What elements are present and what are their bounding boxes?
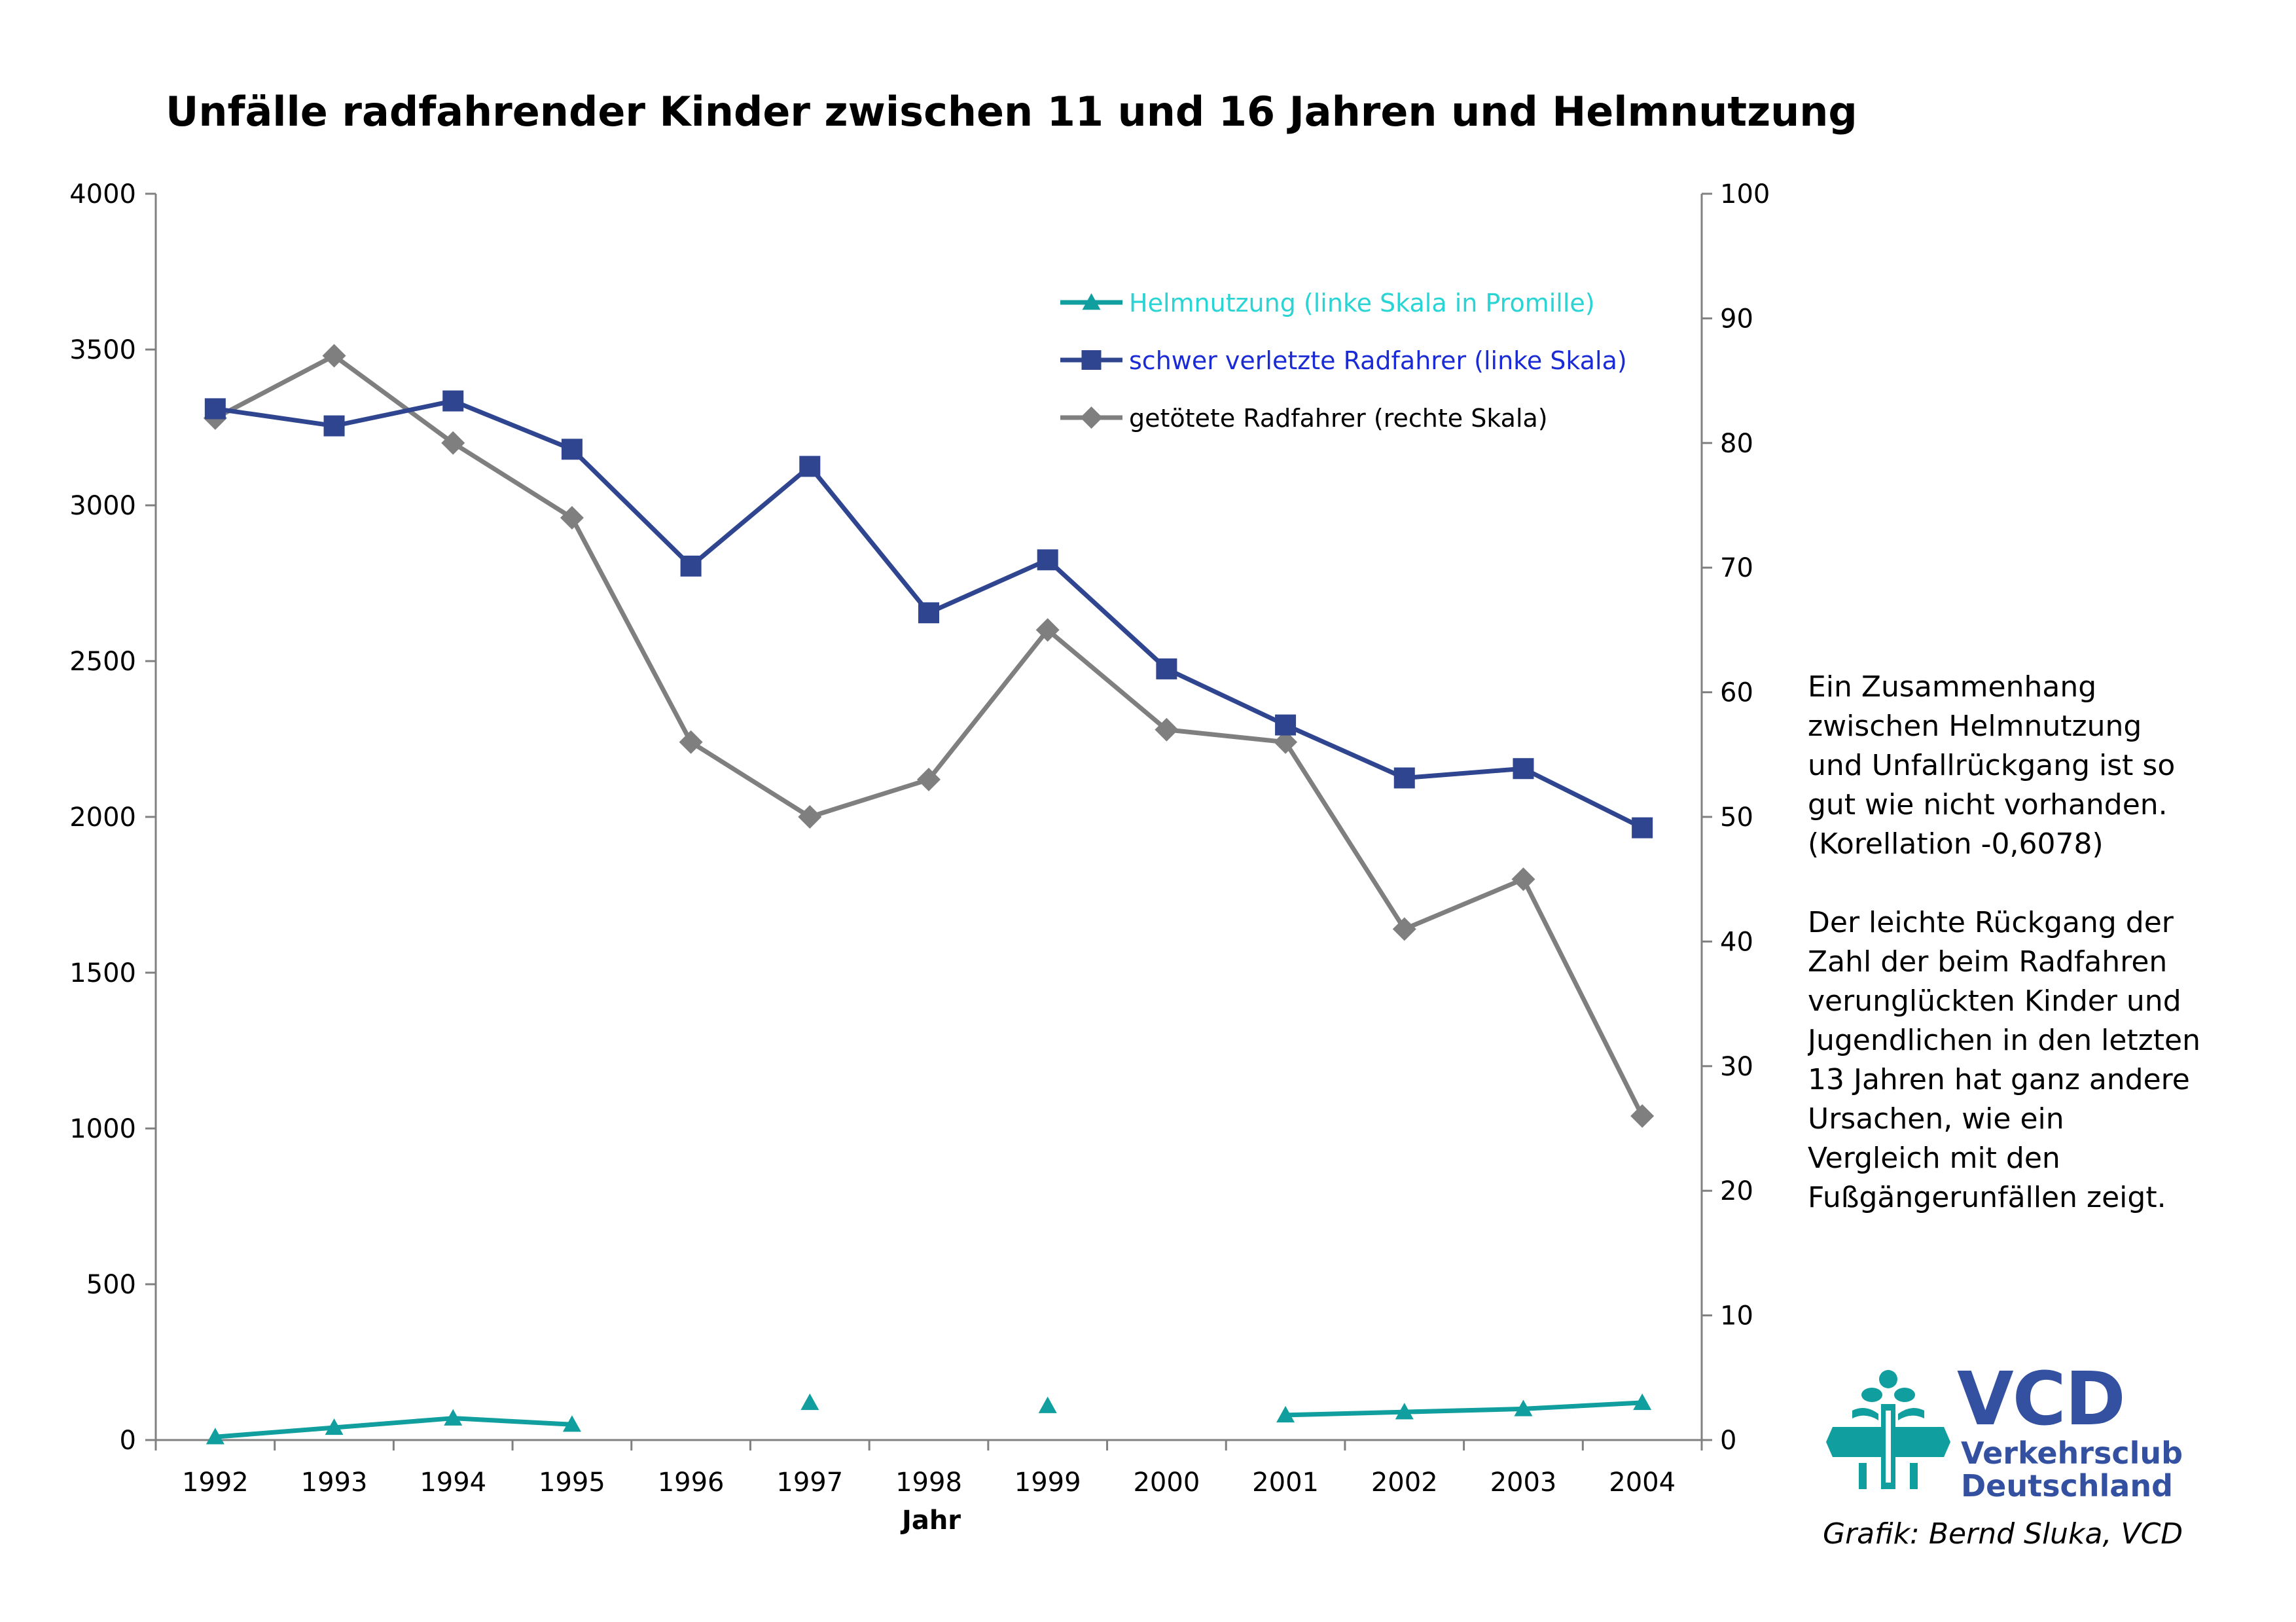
data-point-diamond — [1155, 717, 1179, 742]
x-tick-label: 2002 — [1371, 1468, 1438, 1498]
series-square — [204, 390, 1653, 838]
data-point-diamond — [917, 767, 941, 791]
data-point-square — [323, 415, 345, 437]
data-point-diamond — [1274, 730, 1298, 754]
data-point-square — [918, 602, 939, 624]
vcd-logo-name: VCD — [1957, 1357, 2126, 1442]
x-tick-label: 2000 — [1133, 1468, 1200, 1498]
x-tick-label: 1992 — [182, 1468, 249, 1498]
left-tick-label: 500 — [86, 1270, 136, 1300]
x-tick-label: 1994 — [420, 1468, 486, 1498]
data-point-triangle — [206, 1428, 224, 1445]
data-point-square — [1513, 758, 1534, 780]
legend-label: schwer verletzte Radfahrer (linke Skala) — [1129, 346, 1627, 375]
data-point-triangle — [1633, 1393, 1652, 1411]
annotation-note: Ein Zusammenhang zwischen Helmnutzung un… — [1808, 668, 2200, 1244]
data-point-triangle — [1514, 1399, 1533, 1416]
data-point-triangle — [562, 1415, 581, 1432]
plot-area — [154, 194, 1703, 1441]
x-tick-label: 1998 — [895, 1468, 962, 1498]
x-tick-label: 2004 — [1609, 1468, 1676, 1498]
data-point-square — [1275, 714, 1297, 736]
left-tick-label: 4000 — [69, 179, 136, 209]
data-point-square — [1393, 767, 1415, 789]
legend-label: Helmnutzung (linke Skala in Promille) — [1129, 289, 1595, 317]
left-tick-label: 1000 — [69, 1114, 136, 1144]
right-tick-label: 30 — [1720, 1052, 1753, 1082]
left-tick-label: 3500 — [69, 335, 136, 365]
vcd-logo-line2: Deutschland — [1961, 1468, 2173, 1504]
series-diamond — [203, 344, 1655, 1128]
data-point-triangle — [800, 1393, 819, 1411]
right-axis: 0 10 20 30 40 50 60 70 80 90 100 — [1702, 179, 1770, 1456]
left-axis: 0 500 1000 1500 2000 2500 3000 3500 4000 — [69, 179, 156, 1456]
data-point-triangle — [1395, 1403, 1414, 1420]
x-tick-label: 1996 — [658, 1468, 725, 1498]
data-point-triangle — [325, 1418, 344, 1435]
series-triangle — [206, 1393, 1652, 1445]
data-point-triangle — [444, 1409, 463, 1426]
x-tick-label: 1997 — [776, 1468, 843, 1498]
x-axis: 1992 1993 1994 1995 1996 1997 1998 1999 2000 2001… — [154, 1440, 1703, 1498]
right-tick-label: 10 — [1720, 1301, 1753, 1331]
data-point-diamond — [679, 730, 703, 754]
data-point-square — [680, 555, 702, 577]
x-axis-label: Jahr — [900, 1505, 961, 1536]
data-point-square — [204, 398, 226, 420]
note-paragraph-1: Ein Zusammenhang zwischen Helmnutzung un… — [1808, 670, 2176, 861]
vcd-logo-mark-icon — [1826, 1370, 1950, 1489]
series-layer — [203, 344, 1655, 1445]
data-point-square — [799, 456, 821, 477]
legend: Helmnutzung (linke Skala in Promille) sch… — [1060, 289, 1627, 433]
data-point-triangle — [1082, 293, 1101, 310]
data-point-diamond — [1035, 618, 1060, 642]
left-tick-label: 2500 — [69, 647, 136, 677]
data-point-diamond — [798, 805, 822, 829]
data-point-square — [1037, 549, 1058, 571]
data-point-square — [1081, 350, 1102, 370]
right-tick-label: 70 — [1720, 553, 1753, 583]
series-line — [1285, 1400, 1643, 1418]
right-tick-label: 60 — [1720, 678, 1753, 708]
series-line — [214, 353, 1645, 1117]
data-point-square — [1156, 658, 1177, 679]
left-tick-label: 0 — [120, 1426, 136, 1456]
data-point-diamond — [441, 431, 465, 455]
right-tick-label: 40 — [1720, 927, 1753, 957]
data-point-diamond — [1630, 1104, 1655, 1128]
legend-label: getötete Radfahrer (rechte Skala) — [1129, 404, 1548, 433]
right-tick-label: 90 — [1720, 304, 1753, 334]
data-point-square — [561, 439, 583, 460]
left-tick-label: 3000 — [69, 491, 136, 521]
right-tick-label: 20 — [1720, 1176, 1753, 1206]
data-point-triangle — [1276, 1405, 1295, 1423]
chart-title: Unfälle radfahrender Kinder zwischen 11 … — [166, 88, 1857, 135]
credit-text: Grafik: Bernd Sluka, VCD — [1823, 1517, 2183, 1551]
vcd-logo: VCD Verkehrsclub Deutschland — [1826, 1357, 2193, 1515]
right-tick-label: 80 — [1720, 429, 1753, 459]
data-point-diamond — [1511, 867, 1535, 892]
left-tick-label: 1500 — [69, 958, 136, 988]
right-tick-label: 0 — [1720, 1426, 1736, 1456]
right-tick-label: 50 — [1720, 802, 1753, 833]
right-tick-label: 100 — [1720, 179, 1770, 209]
x-tick-label: 1993 — [301, 1468, 368, 1498]
data-point-diamond — [1080, 406, 1103, 429]
series-line — [215, 1416, 573, 1439]
x-tick-label: 2003 — [1490, 1468, 1557, 1498]
x-tick-label: 1999 — [1014, 1468, 1081, 1498]
vcd-logo-line1: Verkehrsclub — [1961, 1435, 2183, 1471]
left-tick-label: 2000 — [69, 802, 136, 833]
data-point-diamond — [322, 344, 346, 368]
note-paragraph-2: Der leichte Rückgang der Zahl der beim R… — [1808, 906, 2200, 1214]
x-tick-label: 1995 — [539, 1468, 605, 1498]
data-point-diamond — [1392, 917, 1416, 941]
data-point-triangle — [1038, 1396, 1057, 1413]
data-point-square — [1632, 817, 1653, 838]
data-point-diamond — [560, 506, 584, 530]
data-point-square — [442, 390, 464, 412]
x-tick-label: 2001 — [1252, 1468, 1319, 1498]
